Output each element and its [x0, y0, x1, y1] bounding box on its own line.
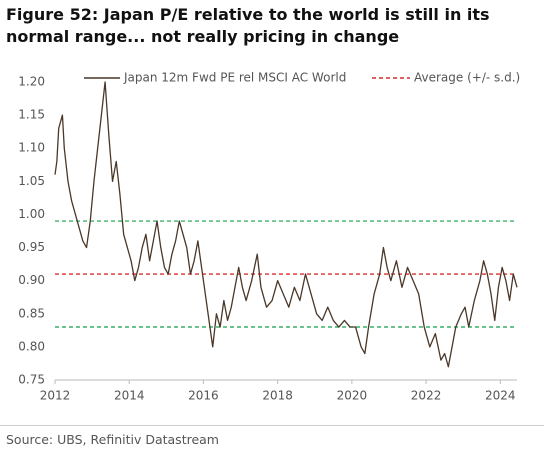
x-tick-label: 2020 — [337, 389, 368, 403]
x-tick-label: 2016 — [188, 389, 219, 403]
y-tick-label: 0.90 — [18, 273, 45, 287]
y-tick-label: 1.10 — [18, 141, 45, 155]
x-tick-label: 2014 — [114, 389, 145, 403]
y-tick-label: 1.05 — [18, 174, 45, 188]
y-tick-label: 0.85 — [18, 306, 45, 320]
x-tick-label: 2024 — [485, 389, 516, 403]
chart: 0.75 0.80 0.85 0.90 0.95 1.00 1.05 1.10 1.15 1.20… — [18, 71, 520, 403]
y-tick-label: 1.20 — [18, 75, 45, 89]
legend-label: Japan 12m Fwd PE rel MSCI AC World — [123, 71, 346, 85]
x-tick-label: 2022 — [411, 389, 442, 403]
legend-label: Average (+/- s.d.) — [414, 71, 520, 85]
series-line — [54, 81, 518, 368]
y-tick-label: 0.75 — [18, 373, 45, 387]
x-tick-label: 2018 — [262, 389, 293, 403]
y-tick-label: 1.15 — [18, 108, 45, 122]
y-tick-label: 0.80 — [18, 339, 45, 353]
y-tick-label: 0.95 — [18, 240, 45, 254]
source: Source: UBS, Refinitiv Datastream — [6, 432, 219, 447]
y-tick-label: 1.00 — [18, 207, 45, 221]
chart-title: Figure 52: Japan P/E relative to the wor… — [6, 5, 490, 46]
x-tick-label: 2012 — [40, 389, 71, 403]
separator — [0, 425, 544, 426]
